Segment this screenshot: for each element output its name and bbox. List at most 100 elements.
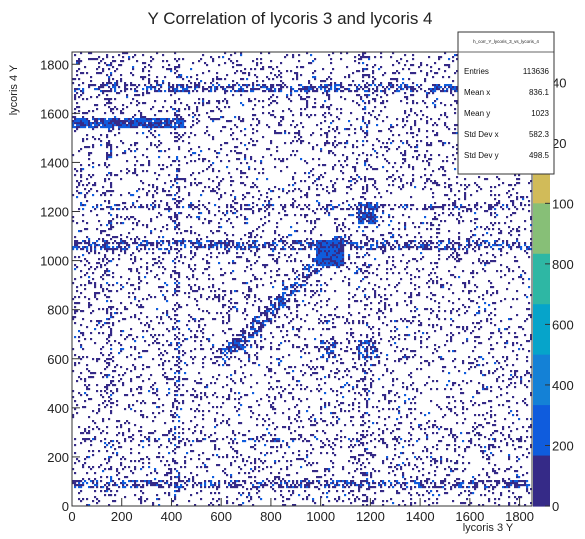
- heatmap-cell: [302, 276, 305, 279]
- heatmap-cell: [216, 438, 219, 441]
- heatmap-cell: [84, 284, 87, 287]
- heatmap-cell: [268, 310, 271, 313]
- heatmap-cell: [282, 86, 285, 89]
- heatmap-cell: [238, 484, 241, 487]
- heatmap-cell: [326, 328, 329, 331]
- heatmap-cell: [200, 244, 203, 247]
- heatmap-cell: [112, 128, 115, 131]
- heatmap-cell: [150, 88, 153, 91]
- heatmap-cell: [180, 254, 183, 257]
- heatmap-cell: [228, 398, 231, 401]
- heatmap-cell: [106, 310, 109, 313]
- heatmap-cell: [176, 114, 179, 117]
- heatmap-cell: [146, 86, 149, 89]
- heatmap-cell: [88, 252, 91, 255]
- heatmap-cell: [112, 86, 115, 89]
- heatmap-cell: [174, 90, 177, 93]
- heatmap-cell: [172, 270, 175, 273]
- heatmap-cell: [176, 284, 179, 287]
- heatmap-cell: [272, 94, 275, 97]
- heatmap-cell: [262, 320, 265, 323]
- heatmap-cell: [220, 78, 223, 81]
- heatmap-cell: [280, 132, 283, 135]
- heatmap-cell: [88, 432, 91, 435]
- heatmap-cell: [96, 120, 99, 123]
- heatmap-cell: [240, 54, 243, 57]
- heatmap-cell: [106, 134, 109, 137]
- heatmap-cell: [220, 148, 223, 151]
- heatmap-cell: [270, 472, 273, 475]
- heatmap-cell: [320, 260, 323, 263]
- heatmap-cell: [238, 392, 241, 395]
- heatmap-cell: [174, 198, 177, 201]
- heatmap-cell: [120, 312, 123, 315]
- heatmap-cell: [284, 286, 287, 289]
- heatmap-cell: [188, 142, 191, 145]
- heatmap-cell: [212, 484, 215, 487]
- heatmap-cell: [74, 88, 77, 91]
- heatmap-cell: [194, 182, 197, 185]
- heatmap-cell: [196, 484, 199, 487]
- heatmap-cell: [304, 352, 307, 355]
- heatmap-cell: [254, 68, 257, 71]
- heatmap-cell: [118, 342, 121, 345]
- heatmap-cell: [168, 82, 171, 85]
- heatmap-cell: [168, 124, 171, 127]
- heatmap-cell: [310, 284, 313, 287]
- heatmap-cell: [304, 266, 307, 269]
- heatmap-cell: [270, 434, 273, 437]
- heatmap-cell: [210, 492, 213, 495]
- heatmap-cell: [300, 140, 303, 143]
- heatmap-cell: [160, 120, 163, 123]
- heatmap-cell: [304, 290, 307, 293]
- heatmap-cell: [226, 120, 229, 123]
- heatmap-cell: [148, 432, 151, 435]
- heatmap-cell: [258, 84, 261, 87]
- heatmap-cell: [106, 142, 109, 145]
- heatmap-cell: [260, 346, 263, 349]
- heatmap-cell: [210, 118, 213, 121]
- heatmap-cell: [124, 52, 127, 55]
- heatmap-cell: [142, 118, 145, 121]
- heatmap-cell: [96, 480, 99, 483]
- heatmap-cell: [124, 372, 127, 375]
- heatmap-cell: [274, 372, 277, 375]
- heatmap-cell: [324, 208, 327, 211]
- heatmap-cell: [220, 144, 223, 147]
- heatmap-cell: [132, 364, 135, 367]
- heatmap-cell: [320, 274, 323, 277]
- heatmap-cell: [170, 86, 173, 89]
- heatmap-cell: [112, 56, 115, 59]
- heatmap-cell: [188, 314, 191, 317]
- heatmap-cell: [212, 118, 215, 121]
- heatmap-cell: [190, 286, 193, 289]
- heatmap-cell: [134, 260, 137, 263]
- heatmap-cell: [286, 444, 289, 447]
- heatmap-cell: [304, 86, 307, 89]
- heatmap-cell: [176, 414, 179, 417]
- heatmap-cell: [322, 188, 325, 191]
- heatmap-cell: [118, 242, 121, 245]
- heatmap-cell: [196, 84, 199, 87]
- heatmap-cell: [226, 154, 229, 157]
- heatmap-cell: [78, 96, 81, 99]
- heatmap-cell: [288, 300, 291, 303]
- heatmap-cell: [234, 484, 237, 487]
- heatmap-cell: [102, 186, 105, 189]
- heatmap-cell: [100, 90, 103, 93]
- heatmap-cell: [108, 154, 111, 157]
- heatmap-cell: [290, 422, 293, 425]
- heatmap-cell: [212, 352, 215, 355]
- heatmap-cell: [174, 382, 177, 385]
- heatmap-cell: [102, 402, 105, 405]
- heatmap-cell: [162, 168, 165, 171]
- heatmap-cell: [114, 384, 117, 387]
- heatmap-cell: [270, 190, 273, 193]
- heatmap-cell: [112, 60, 115, 63]
- heatmap-cell: [82, 240, 85, 243]
- heatmap-cell: [142, 486, 145, 489]
- heatmap-cell: [110, 64, 113, 67]
- heatmap-cell: [232, 456, 235, 459]
- heatmap-cell: [280, 76, 283, 79]
- heatmap-cell: [234, 262, 237, 265]
